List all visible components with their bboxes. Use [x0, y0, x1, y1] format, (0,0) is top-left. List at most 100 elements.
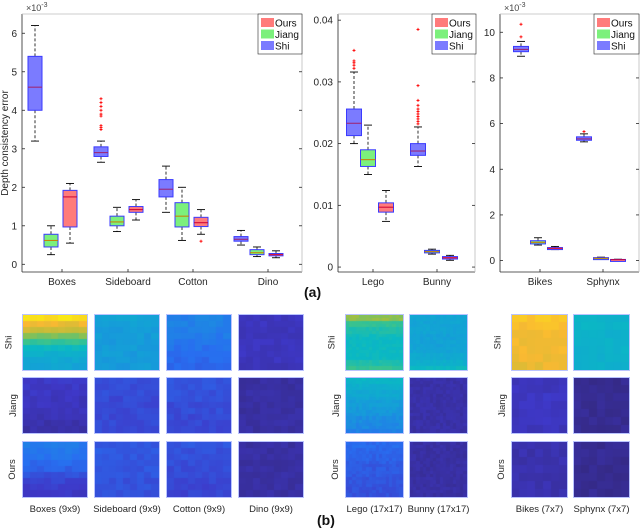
heatmap-column-label: Cotton (9x9) [172, 504, 226, 515]
heatmap-jiang-sphynx [573, 377, 630, 434]
legend-label-jiang: Jiang [449, 30, 473, 41]
panel-label-a: (a) [304, 284, 322, 300]
y-tick-label: 3 [11, 144, 17, 155]
heatmap-ours-dino [238, 441, 304, 498]
heatmap-shi-sideboard [94, 314, 160, 371]
heatmap-ours-boxes [22, 441, 88, 498]
y-tick-label: 0 [11, 260, 17, 271]
heatmap-jiang-cotton [166, 377, 232, 434]
y-tick-label: 8 [489, 73, 495, 84]
row-label-ours: Ours [6, 458, 18, 480]
heatmap-column-label: Dino (9x9) [249, 504, 293, 515]
y-tick-label: 0.02 [314, 139, 334, 150]
row-label-ours: Ours [329, 458, 341, 480]
heatmap-column-label: Boxes (9x9) [29, 504, 81, 515]
y-exponent-label: ×10-3 [504, 2, 526, 13]
y-tick-label: 2 [489, 210, 495, 221]
heatmap-jiang-lego [345, 377, 404, 434]
heatmap-column-label: Bunny (17x17) [407, 504, 470, 515]
legend-label-jiang: Jiang [275, 30, 299, 41]
legend-label-ours: Ours [449, 19, 471, 30]
heatmap-jiang-bunny [409, 377, 468, 434]
y-tick-label: 0 [327, 263, 333, 274]
heatmap-jiang-bikes [511, 377, 568, 434]
x-tick-label: Bunny [423, 277, 451, 288]
row-label-shi: Shi [492, 335, 504, 349]
heatmap-shi-dino [238, 314, 304, 371]
heatmap-jiang-sideboard [94, 377, 160, 434]
box-ours-cotton [193, 216, 209, 228]
legend-label-shi: Shi [275, 42, 289, 53]
heatmap-column-label: Sideboard (9x9) [93, 504, 161, 515]
x-tick-label: Sideboard [105, 277, 151, 288]
panel-label-b: (b) [317, 512, 335, 528]
x-tick-label: Bikes [528, 277, 552, 288]
heatmap-ours-sideboard [94, 441, 160, 498]
legend-swatch-shi [435, 41, 448, 50]
y-tick-label: 5 [11, 67, 17, 78]
heatmap-shi-bikes [511, 314, 568, 371]
y-tick-label: 0 [489, 256, 495, 267]
y-tick-label: 4 [11, 106, 17, 117]
y-tick-label: 10 [484, 28, 496, 39]
heatmap-column-label: Sphynx (7x7) [573, 504, 630, 515]
y-tick-label: 0.01 [314, 201, 334, 212]
box-shi-cotton [158, 179, 174, 198]
y-tick-label: 1 [11, 221, 17, 232]
x-tick-label: Lego [362, 277, 385, 288]
heatmap-shi-sphynx [573, 314, 630, 371]
legend-swatch-shi [261, 41, 274, 50]
heatmap-column-label: Lego (17x17) [346, 504, 403, 515]
box-jiang-lego [360, 149, 376, 167]
row-label-jiang: Jiang [7, 393, 19, 417]
heatmap-shi-boxes [22, 314, 88, 371]
row-label-shi: Shi [326, 335, 338, 349]
y-tick-label: 6 [489, 119, 495, 130]
legend-swatch-ours [261, 18, 274, 27]
heatmap-jiang-dino [238, 377, 304, 434]
legend-swatch-jiang [597, 29, 610, 39]
legend-swatch-ours [435, 18, 448, 27]
legend-label-shi: Shi [449, 42, 463, 53]
row-label-shi: Shi [3, 335, 15, 349]
legend-swatch-ours [597, 18, 610, 27]
heatmap-jiang-boxes [22, 377, 88, 434]
y-axis-label: Depth consistency error [0, 90, 11, 196]
box-shi-boxes [27, 55, 43, 111]
row-label-jiang: Jiang [496, 393, 508, 417]
heatmap-column-label: Bikes (7x7) [515, 504, 564, 515]
y-exponent-label: ×10-3 [26, 2, 48, 13]
heatmap-ours-bunny [409, 441, 468, 498]
row-label-jiang: Jiang [330, 393, 342, 417]
row-label-ours: Ours [495, 458, 507, 480]
legend-label-jiang: Jiang [611, 30, 635, 41]
legend-swatch-jiang [435, 29, 448, 39]
x-tick-label: Dino [258, 277, 279, 288]
heatmap-shi-bunny [409, 314, 468, 371]
y-tick-label: 2 [11, 183, 17, 194]
y-tick-label: 0.03 [314, 77, 334, 88]
y-tick-label: 4 [489, 165, 495, 176]
legend-label-ours: Ours [611, 19, 633, 30]
box-ours-boxes [62, 189, 78, 228]
box-shi-sideboard [93, 146, 109, 157]
boxplot-panels: 0 1 2 3 4 5 6 ×10-3 Depth consistency error Boxes… [0, 2, 640, 288]
box-jiang-cotton [174, 202, 190, 228]
box-jiang-dino [249, 249, 265, 256]
legend-label-ours: Ours [275, 19, 297, 30]
heatmap-ours-cotton [166, 441, 232, 498]
heatmap-ours-bikes [511, 441, 568, 498]
x-tick-label: Boxes [48, 277, 76, 288]
box-shi-lego [346, 108, 362, 137]
legend-label-shi: Shi [611, 42, 625, 53]
heatmap-ours-sphynx [573, 441, 630, 498]
y-tick-label: 6 [11, 29, 17, 40]
heatmap-ours-lego [345, 441, 404, 498]
heatmap-shi-cotton [166, 314, 232, 371]
heatmap-shi-lego [345, 314, 404, 371]
y-tick-label: 0.04 [314, 16, 334, 27]
x-tick-label: Sphynx [586, 277, 619, 288]
legend-swatch-jiang [261, 29, 274, 39]
box-jiang-sideboard [109, 215, 125, 227]
